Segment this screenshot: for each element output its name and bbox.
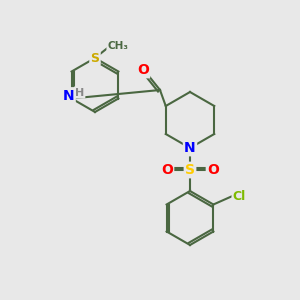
Text: H: H (75, 88, 84, 98)
Text: CH₃: CH₃ (107, 41, 128, 51)
Text: N: N (63, 88, 74, 103)
Text: S: S (185, 163, 195, 177)
Text: O: O (207, 163, 219, 177)
Text: N: N (184, 141, 196, 155)
Text: Cl: Cl (233, 190, 246, 203)
Text: O: O (137, 63, 149, 77)
Text: S: S (91, 52, 100, 64)
Text: O: O (161, 163, 173, 177)
